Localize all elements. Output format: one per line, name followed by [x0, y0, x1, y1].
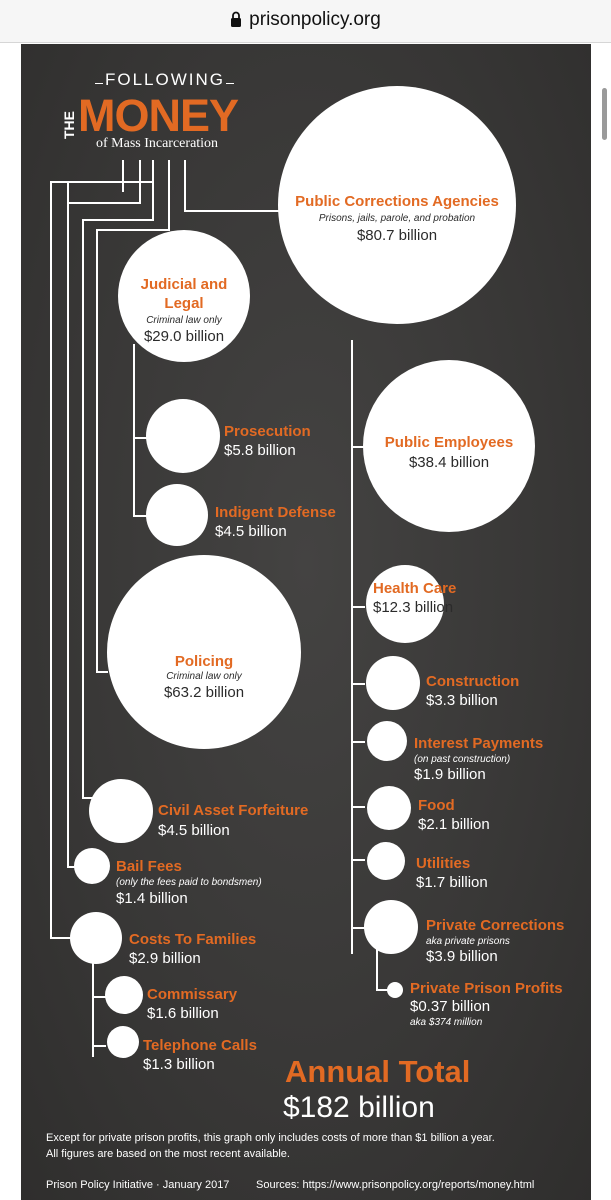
circle-private-profits — [387, 982, 403, 998]
label-food: Food — [418, 797, 455, 814]
label-bail: Bail Fees — [116, 858, 182, 875]
amount-commissary: $1.6 billion — [147, 1005, 219, 1022]
circle-bail — [74, 848, 110, 884]
amount-interest: $1.9 billion — [414, 766, 486, 783]
connector — [50, 182, 52, 938]
sub-public-corrections: Prisons, jails, parole, and probation — [318, 213, 476, 224]
url-text: prisonpolicy.org — [249, 9, 381, 30]
infographic: FOLLOWING THE MONEY of Mass Incarceratio… — [21, 44, 591, 1200]
label-public-corrections: Public Corrections Agencies — [295, 193, 499, 210]
circle-telephone — [107, 1026, 139, 1058]
amount-health: $12.3 billion — [373, 599, 454, 616]
amount-private-corrections: $3.9 billion — [426, 948, 498, 965]
amount-policing: $63.2 billion — [163, 684, 245, 701]
amount-prosecution: $5.8 billion — [224, 442, 296, 459]
amount-employees: $38.4 billion — [408, 454, 490, 471]
label-asset: Civil Asset Forfeiture — [158, 802, 309, 819]
credits-left: Prison Policy Initiative · January 2017 — [46, 1179, 230, 1191]
footnote-line-2: All figures are based on the most recent… — [46, 1148, 290, 1160]
label-telephone: Telephone Calls — [143, 1037, 257, 1054]
sub-private-profits: aka $374 million — [410, 1017, 483, 1028]
label-judicial-1: Judicial and — [140, 276, 228, 293]
amount-utilities: $1.7 billion — [416, 874, 488, 891]
circle-utilities — [367, 842, 405, 880]
title-the: THE — [61, 111, 77, 139]
footnote-line-1: Except for private prison profits, this … — [46, 1132, 495, 1144]
amount-telephone: $1.3 billion — [143, 1056, 215, 1073]
circle-commissary — [105, 976, 143, 1014]
label-utilities: Utilities — [416, 855, 471, 872]
label-judicial-2: Legal — [164, 295, 204, 312]
sub-interest: (on past construction) — [414, 754, 511, 765]
circle-judicial — [118, 230, 250, 362]
sub-policing: Criminal law only — [166, 671, 242, 682]
total-label: Annual Total — [285, 1054, 471, 1089]
label-private-corrections: Private Corrections — [426, 917, 565, 934]
label-interest: Interest Payments — [414, 735, 544, 752]
amount-asset: $4.5 billion — [158, 822, 230, 839]
label-construction: Construction — [426, 673, 520, 690]
amount-food: $2.1 billion — [418, 816, 490, 833]
circle-indigent — [146, 484, 208, 546]
circle-prosecution — [146, 399, 220, 473]
sub-private-corrections: aka private prisons — [426, 936, 510, 947]
amount-indigent: $4.5 billion — [215, 523, 287, 540]
title-following: FOLLOWING — [105, 70, 226, 89]
amount-private-profits: $0.37 billion — [410, 998, 491, 1015]
credits-right: Sources: https://www.prisonpolicy.org/re… — [256, 1179, 535, 1191]
label-employees: Public Employees — [384, 434, 514, 451]
circle-policing — [107, 555, 301, 749]
title-subtitle: of Mass Incarceration — [96, 136, 219, 151]
circle-interest — [367, 721, 407, 761]
sub-bail: (only the fees paid to bondsmen) — [116, 877, 262, 888]
amount-construction: $3.3 billion — [426, 692, 498, 709]
amount-judicial: $29.0 billion — [143, 328, 225, 345]
circle-families — [70, 912, 122, 964]
browser-address-bar[interactable]: prisonpolicy.org — [0, 0, 611, 43]
label-indigent: Indigent Defense — [215, 504, 336, 521]
circle-food — [367, 786, 411, 830]
amount-bail: $1.4 billion — [116, 890, 188, 907]
circle-asset — [89, 779, 153, 843]
total-amount: $182 billion — [283, 1091, 435, 1124]
scrollbar[interactable] — [602, 88, 607, 140]
amount-public-corrections: $80.7 billion — [356, 227, 438, 244]
sub-judicial: Criminal law only — [146, 315, 222, 326]
title-money: MONEY — [78, 90, 239, 141]
label-policing: Policing — [174, 653, 234, 670]
label-commissary: Commissary — [147, 986, 238, 1003]
circle-health — [366, 565, 444, 643]
url-display[interactable]: prisonpolicy.org — [0, 9, 611, 31]
label-prosecution: Prosecution — [224, 423, 311, 440]
circle-construction — [366, 656, 420, 710]
label-health: Health Care — [373, 580, 457, 597]
amount-families: $2.9 billion — [129, 950, 201, 967]
label-private-profits: Private Prison Profits — [410, 980, 563, 997]
circle-public-corrections — [278, 86, 516, 324]
circle-private-corrections — [364, 900, 418, 954]
lock-icon — [231, 11, 242, 27]
circle-employees — [363, 360, 535, 532]
label-families: Costs To Families — [129, 931, 257, 948]
